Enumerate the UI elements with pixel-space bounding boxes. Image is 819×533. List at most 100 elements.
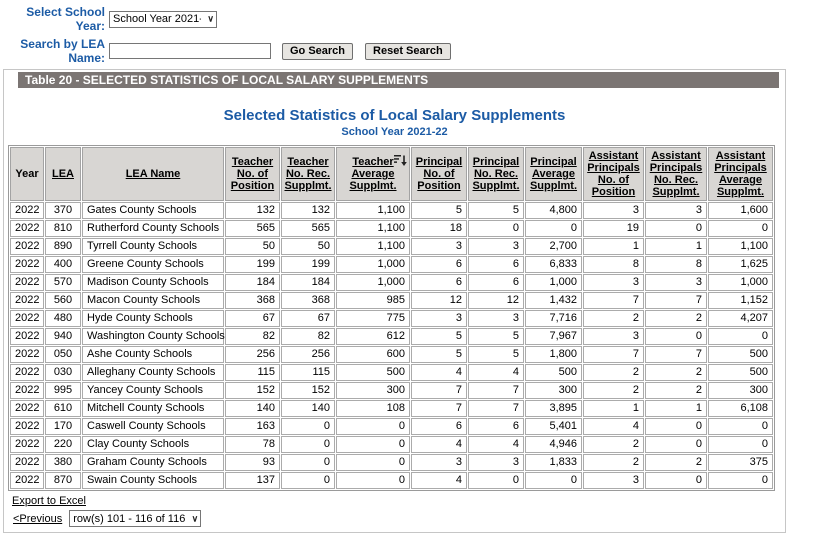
top-controls: Select School Year: School Year 2021-22 … (0, 0, 819, 65)
cell-principal-average-supplmt: 0 (525, 472, 582, 489)
cell-lea: 890 (45, 238, 81, 255)
reset-search-button[interactable]: Reset Search (365, 42, 451, 60)
column-header-teacher-no-rec-supplmt[interactable]: Teacher No. Rec. Supplmt. (281, 147, 335, 201)
cell-teacher-no-of-position: 78 (225, 436, 280, 453)
column-header-principal-no-rec-supplmt[interactable]: Principal No. Rec. Supplmt. (468, 147, 524, 201)
cell-teacher-no-of-position: 368 (225, 292, 280, 309)
cell-teacher-no-of-position: 67 (225, 310, 280, 327)
cell-assistant-principals-no-rec-supplmt: 2 (645, 454, 707, 471)
table-row: 2022 030 Alleghany County Schools 115 115 500… (10, 364, 773, 381)
cell-assistant-principals-average-supplmt: 1,625 (708, 256, 773, 273)
cell-teacher-no-rec-supplmt: 184 (281, 274, 335, 291)
pager-select[interactable]: row(s) 101 - 116 of 116 (69, 510, 202, 527)
cell-principal-no-of-position: 6 (411, 418, 467, 435)
cell-principal-no-rec-supplmt: 4 (468, 364, 524, 381)
export-to-excel-link[interactable]: Export to Excel (12, 495, 86, 507)
cell-assistant-principals-no-rec-supplmt: 7 (645, 292, 707, 309)
cell-teacher-average-supplmt: 0 (336, 472, 410, 489)
cell-assistant-principals-no-of-position: 7 (583, 292, 644, 309)
cell-assistant-principals-average-supplmt: 1,600 (708, 202, 773, 219)
cell-assistant-principals-no-of-position: 1 (583, 400, 644, 417)
cell-teacher-average-supplmt: 985 (336, 292, 410, 309)
column-header-assistant-principals-average-supplmt[interactable]: Assistant Principals Average Supplmt. (708, 147, 773, 201)
cell-teacher-no-of-position: 132 (225, 202, 280, 219)
cell-principal-average-supplmt: 500 (525, 364, 582, 381)
table-banner: Table 20 - SELECTED STATISTICS OF LOCAL … (18, 72, 779, 88)
column-header-teacher-no-of-position[interactable]: Teacher No. of Position (225, 147, 280, 201)
cell-principal-no-rec-supplmt: 5 (468, 328, 524, 345)
column-header-lea-name[interactable]: LEA Name (82, 147, 224, 201)
lea-search-row: Search by LEA Name: Go Search Reset Sear… (0, 37, 819, 65)
column-header-assistant-principals-no-rec-supplmt[interactable]: Assistant Principals No. Rec. Supplmt. (645, 147, 707, 201)
cell-principal-no-rec-supplmt: 0 (468, 472, 524, 489)
table-row: 2022 400 Greene County Schools 199 199 1,000 6… (10, 256, 773, 273)
table-row: 2022 610 Mitchell County Schools 140 140 108 7… (10, 400, 773, 417)
cell-teacher-no-of-position: 137 (225, 472, 280, 489)
column-header-principal-average-supplmt[interactable]: Principal Average Supplmt. (525, 147, 582, 201)
cell-lea: 870 (45, 472, 81, 489)
school-year-select[interactable]: School Year 2021-22 (109, 10, 217, 28)
cell-lea-name: Macon County Schools (82, 292, 224, 309)
column-header-lea[interactable]: LEA (45, 147, 81, 201)
cell-teacher-average-supplmt: 500 (336, 364, 410, 381)
cell-teacher-no-rec-supplmt: 565 (281, 220, 335, 237)
cell-teacher-no-of-position: 256 (225, 346, 280, 363)
cell-principal-no-rec-supplmt: 6 (468, 256, 524, 273)
cell-teacher-average-supplmt: 1,100 (336, 202, 410, 219)
go-search-button[interactable]: Go Search (282, 42, 354, 60)
cell-principal-no-of-position: 7 (411, 382, 467, 399)
cell-teacher-no-of-position: 163 (225, 418, 280, 435)
cell-principal-average-supplmt: 7,967 (525, 328, 582, 345)
cell-assistant-principals-no-of-position: 3 (583, 202, 644, 219)
cell-assistant-principals-average-supplmt: 300 (708, 382, 773, 399)
cell-assistant-principals-average-supplmt: 1,152 (708, 292, 773, 309)
table-row: 2022 570 Madison County Schools 184 184 1,000… (10, 274, 773, 291)
cell-teacher-no-rec-supplmt: 0 (281, 472, 335, 489)
previous-page-link[interactable]: <Previous (13, 512, 63, 525)
cell-teacher-no-rec-supplmt: 50 (281, 238, 335, 255)
cell-assistant-principals-no-of-position: 2 (583, 382, 644, 399)
cell-assistant-principals-no-rec-supplmt: 0 (645, 418, 707, 435)
cell-assistant-principals-no-of-position: 2 (583, 364, 644, 381)
cell-principal-no-rec-supplmt: 12 (468, 292, 524, 309)
cell-teacher-no-of-position: 152 (225, 382, 280, 399)
cell-teacher-no-rec-supplmt: 115 (281, 364, 335, 381)
cell-lea: 940 (45, 328, 81, 345)
cell-assistant-principals-no-of-position: 2 (583, 436, 644, 453)
cell-principal-no-rec-supplmt: 6 (468, 418, 524, 435)
cell-teacher-average-supplmt: 1,100 (336, 238, 410, 255)
column-header-year: Year (10, 147, 44, 201)
cell-assistant-principals-no-rec-supplmt: 3 (645, 274, 707, 291)
cell-teacher-no-of-position: 82 (225, 328, 280, 345)
cell-teacher-no-rec-supplmt: 82 (281, 328, 335, 345)
school-year-row: Select School Year: School Year 2021-22 … (0, 5, 819, 33)
table-header-row: Year LEA LEA Name Teacher No. of Position Te… (10, 147, 773, 201)
cell-year: 2022 (10, 418, 44, 435)
cell-year: 2022 (10, 436, 44, 453)
cell-principal-average-supplmt: 5,401 (525, 418, 582, 435)
cell-principal-average-supplmt: 3,895 (525, 400, 582, 417)
cell-lea-name: Alleghany County Schools (82, 364, 224, 381)
cell-assistant-principals-no-rec-supplmt: 0 (645, 220, 707, 237)
cell-principal-no-rec-supplmt: 5 (468, 202, 524, 219)
cell-lea: 480 (45, 310, 81, 327)
cell-teacher-average-supplmt: 108 (336, 400, 410, 417)
cell-assistant-principals-no-of-position: 3 (583, 274, 644, 291)
cell-principal-no-of-position: 4 (411, 472, 467, 489)
cell-lea-name: Rutherford County Schools (82, 220, 224, 237)
report-title: Selected Statistics of Local Salary Supp… (223, 107, 566, 124)
cell-year: 2022 (10, 220, 44, 237)
column-header-principal-no-of-position[interactable]: Principal No. of Position (411, 147, 467, 201)
lea-search-input[interactable] (109, 43, 271, 59)
cell-assistant-principals-average-supplmt: 0 (708, 418, 773, 435)
cell-lea-name: Hyde County Schools (82, 310, 224, 327)
column-header-teacher-average-supplmt[interactable]: Teacher Average Supplmt. (336, 147, 410, 201)
cell-principal-average-supplmt: 1,833 (525, 454, 582, 471)
cell-teacher-no-of-position: 93 (225, 454, 280, 471)
cell-teacher-no-of-position: 199 (225, 256, 280, 273)
column-header-assistant-principals-no-of-position[interactable]: Assistant Principals No. of Position (583, 147, 644, 201)
cell-principal-no-of-position: 5 (411, 328, 467, 345)
table-row: 2022 380 Graham County Schools 93 0 0 3 3 1,833 2… (10, 454, 773, 471)
cell-year: 2022 (10, 238, 44, 255)
cell-principal-no-rec-supplmt: 4 (468, 436, 524, 453)
